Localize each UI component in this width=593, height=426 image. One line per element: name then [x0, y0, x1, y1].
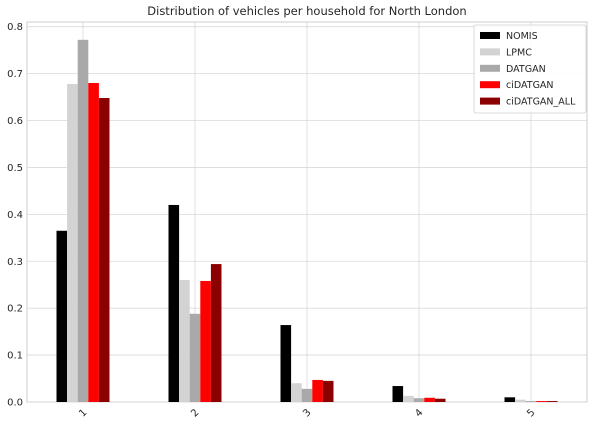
legend-swatch: [480, 64, 500, 72]
bar-lpmc: [515, 399, 526, 402]
x-tick-label: 3: [301, 407, 313, 419]
bar-cidatgan_all: [546, 401, 558, 402]
bar-cidatgan: [200, 280, 211, 402]
y-tick-label: 0.0: [7, 398, 23, 409]
bar-nomis: [504, 397, 516, 402]
bars-group: [56, 39, 558, 403]
bar-datgan: [301, 388, 313, 402]
bar-lpmc: [403, 395, 414, 402]
legend-swatch: [480, 97, 500, 105]
legend: NOMIS LPMC DATGAN ciDATGAN ciDATGAN_ALL: [473, 24, 587, 114]
bar-datgan: [413, 398, 425, 402]
legend-box: [473, 24, 587, 114]
bar-nomis: [280, 325, 292, 402]
y-tick-label: 0.4: [7, 210, 23, 221]
bar-lpmc: [179, 280, 190, 402]
y-tick-label: 0.5: [7, 163, 23, 174]
bar-cidatgan_all: [434, 398, 446, 402]
x-tick-label: 2: [189, 407, 201, 419]
legend-label: LPMC: [506, 47, 532, 58]
bar-datgan: [77, 39, 89, 403]
y-tick-label: 0.6: [7, 116, 23, 127]
y-tick-label: 0.2: [7, 304, 23, 315]
bar-cidatgan: [424, 397, 435, 402]
bar-cidatgan_all: [98, 98, 110, 402]
chart-title: Distribution of vehicles per household f…: [147, 4, 466, 18]
bar-cidatgan_all: [210, 264, 222, 402]
bar-lpmc: [67, 83, 78, 402]
y-tick-label: 0.7: [7, 69, 23, 80]
bar-nomis: [392, 386, 404, 402]
legend-swatch: [480, 32, 500, 39]
legend-swatch: [480, 48, 500, 56]
x-tick-label: 1: [77, 407, 89, 419]
legend-label: NOMIS: [506, 31, 538, 42]
bar-cidatgan_all: [322, 380, 334, 402]
bar-cidatgan: [536, 401, 547, 402]
legend-label: ciDATGAN_ALL: [506, 97, 576, 108]
legend-label: ciDATGAN: [506, 80, 554, 91]
legend-swatch: [480, 81, 500, 89]
x-tick-label: 4: [413, 407, 425, 419]
bar-cidatgan: [312, 379, 323, 402]
y-tick-label: 0.3: [7, 257, 23, 268]
y-tick-label: 0.8: [7, 22, 23, 33]
bar-datgan: [189, 313, 201, 402]
y-tick-label: 0.1: [7, 351, 23, 362]
bar-cidatgan: [88, 82, 99, 402]
legend-label: DATGAN: [506, 64, 546, 75]
bar-datgan: [525, 401, 537, 402]
bar-nomis: [56, 230, 68, 402]
x-tick-label: 5: [525, 407, 537, 419]
bar-lpmc: [291, 383, 302, 402]
bar-nomis: [168, 204, 180, 402]
